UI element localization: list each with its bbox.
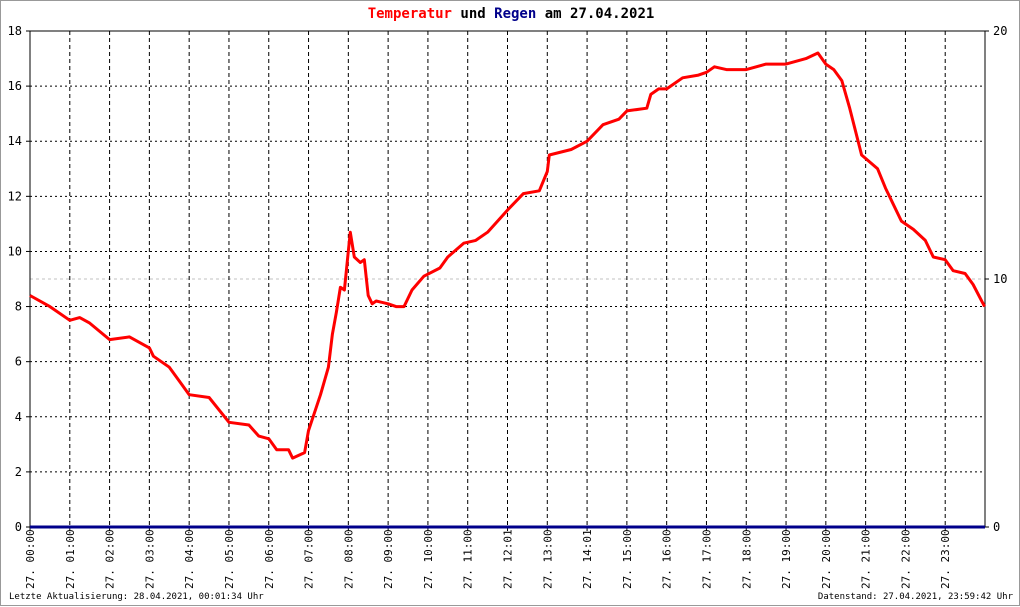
x-tick-label: 27. 01:00: [64, 529, 77, 589]
x-tick-label: 27. 16:00: [661, 529, 674, 589]
y-left-tick-label: 0: [15, 520, 22, 534]
x-tick-label: 27. 10:00: [422, 529, 435, 589]
x-tick-label: 27. 14:01: [581, 529, 594, 589]
x-tick-label: 27. 03:00: [143, 529, 156, 589]
x-tick-label: 27. 05:00: [223, 529, 236, 589]
y-left-tick-label: 8: [15, 300, 22, 314]
x-tick-label: 27. 06:00: [263, 529, 276, 589]
y-left-tick-label: 18: [8, 24, 22, 38]
x-tick-label: 27. 23:00: [939, 529, 952, 589]
x-tick-label: 27. 21:00: [860, 529, 873, 589]
x-tick-label: 27. 18:00: [740, 529, 753, 589]
x-tick-label: 27. 22:00: [899, 529, 912, 589]
chart-title: Temperatur und Regen am 27.04.2021: [1, 6, 1020, 22]
x-tick-label: 27. 09:00: [382, 529, 395, 589]
title-temperature: Temperatur: [367, 6, 452, 22]
series-line-temperatur: [29, 51, 986, 460]
x-tick-label: 27. 12:01: [502, 529, 515, 589]
x-tick-label: 27. 02:00: [104, 529, 117, 589]
title-date: am 27.04.2021: [536, 6, 655, 22]
x-tick-label: 27. 07:00: [303, 529, 316, 589]
y-right-tick-label: 20: [993, 24, 1007, 38]
data-timestamp: Datenstand: 27.04.2021, 23:59:42 Uhr: [817, 592, 1013, 602]
y-left-tick-label: 12: [8, 189, 22, 203]
x-tick-label: 27. 20:00: [820, 529, 833, 589]
y-left-tick-label: 16: [8, 79, 22, 93]
y-left-tick-label: 6: [15, 355, 22, 369]
last-update: Letzte Aktualisierung: 28.04.2021, 00:01…: [9, 592, 264, 602]
x-tick-label: 27. 13:00: [541, 529, 554, 589]
x-tick-label: 27. 11:00: [462, 529, 475, 589]
y-left-tick-label: 4: [15, 410, 22, 424]
y-left-tick-label: 10: [8, 244, 22, 258]
x-tick-label: 27. 15:00: [621, 529, 634, 589]
y-right-tick-label: 10: [993, 272, 1007, 286]
title-rain: Regen: [494, 6, 537, 22]
y-left-tick-label: 14: [8, 134, 22, 148]
x-tick-label: 27. 04:00: [183, 529, 196, 589]
y-right-tick-label: 0: [993, 520, 1000, 534]
y-left-tick-label: 2: [15, 465, 22, 479]
title-and: und: [451, 6, 495, 22]
x-tick-label: 27. 19:00: [780, 529, 793, 589]
x-tick-label: 27. 08:00: [342, 529, 355, 589]
x-tick-label: 27. 00:00: [24, 529, 37, 589]
x-tick-label: 27. 17:00: [700, 529, 713, 589]
